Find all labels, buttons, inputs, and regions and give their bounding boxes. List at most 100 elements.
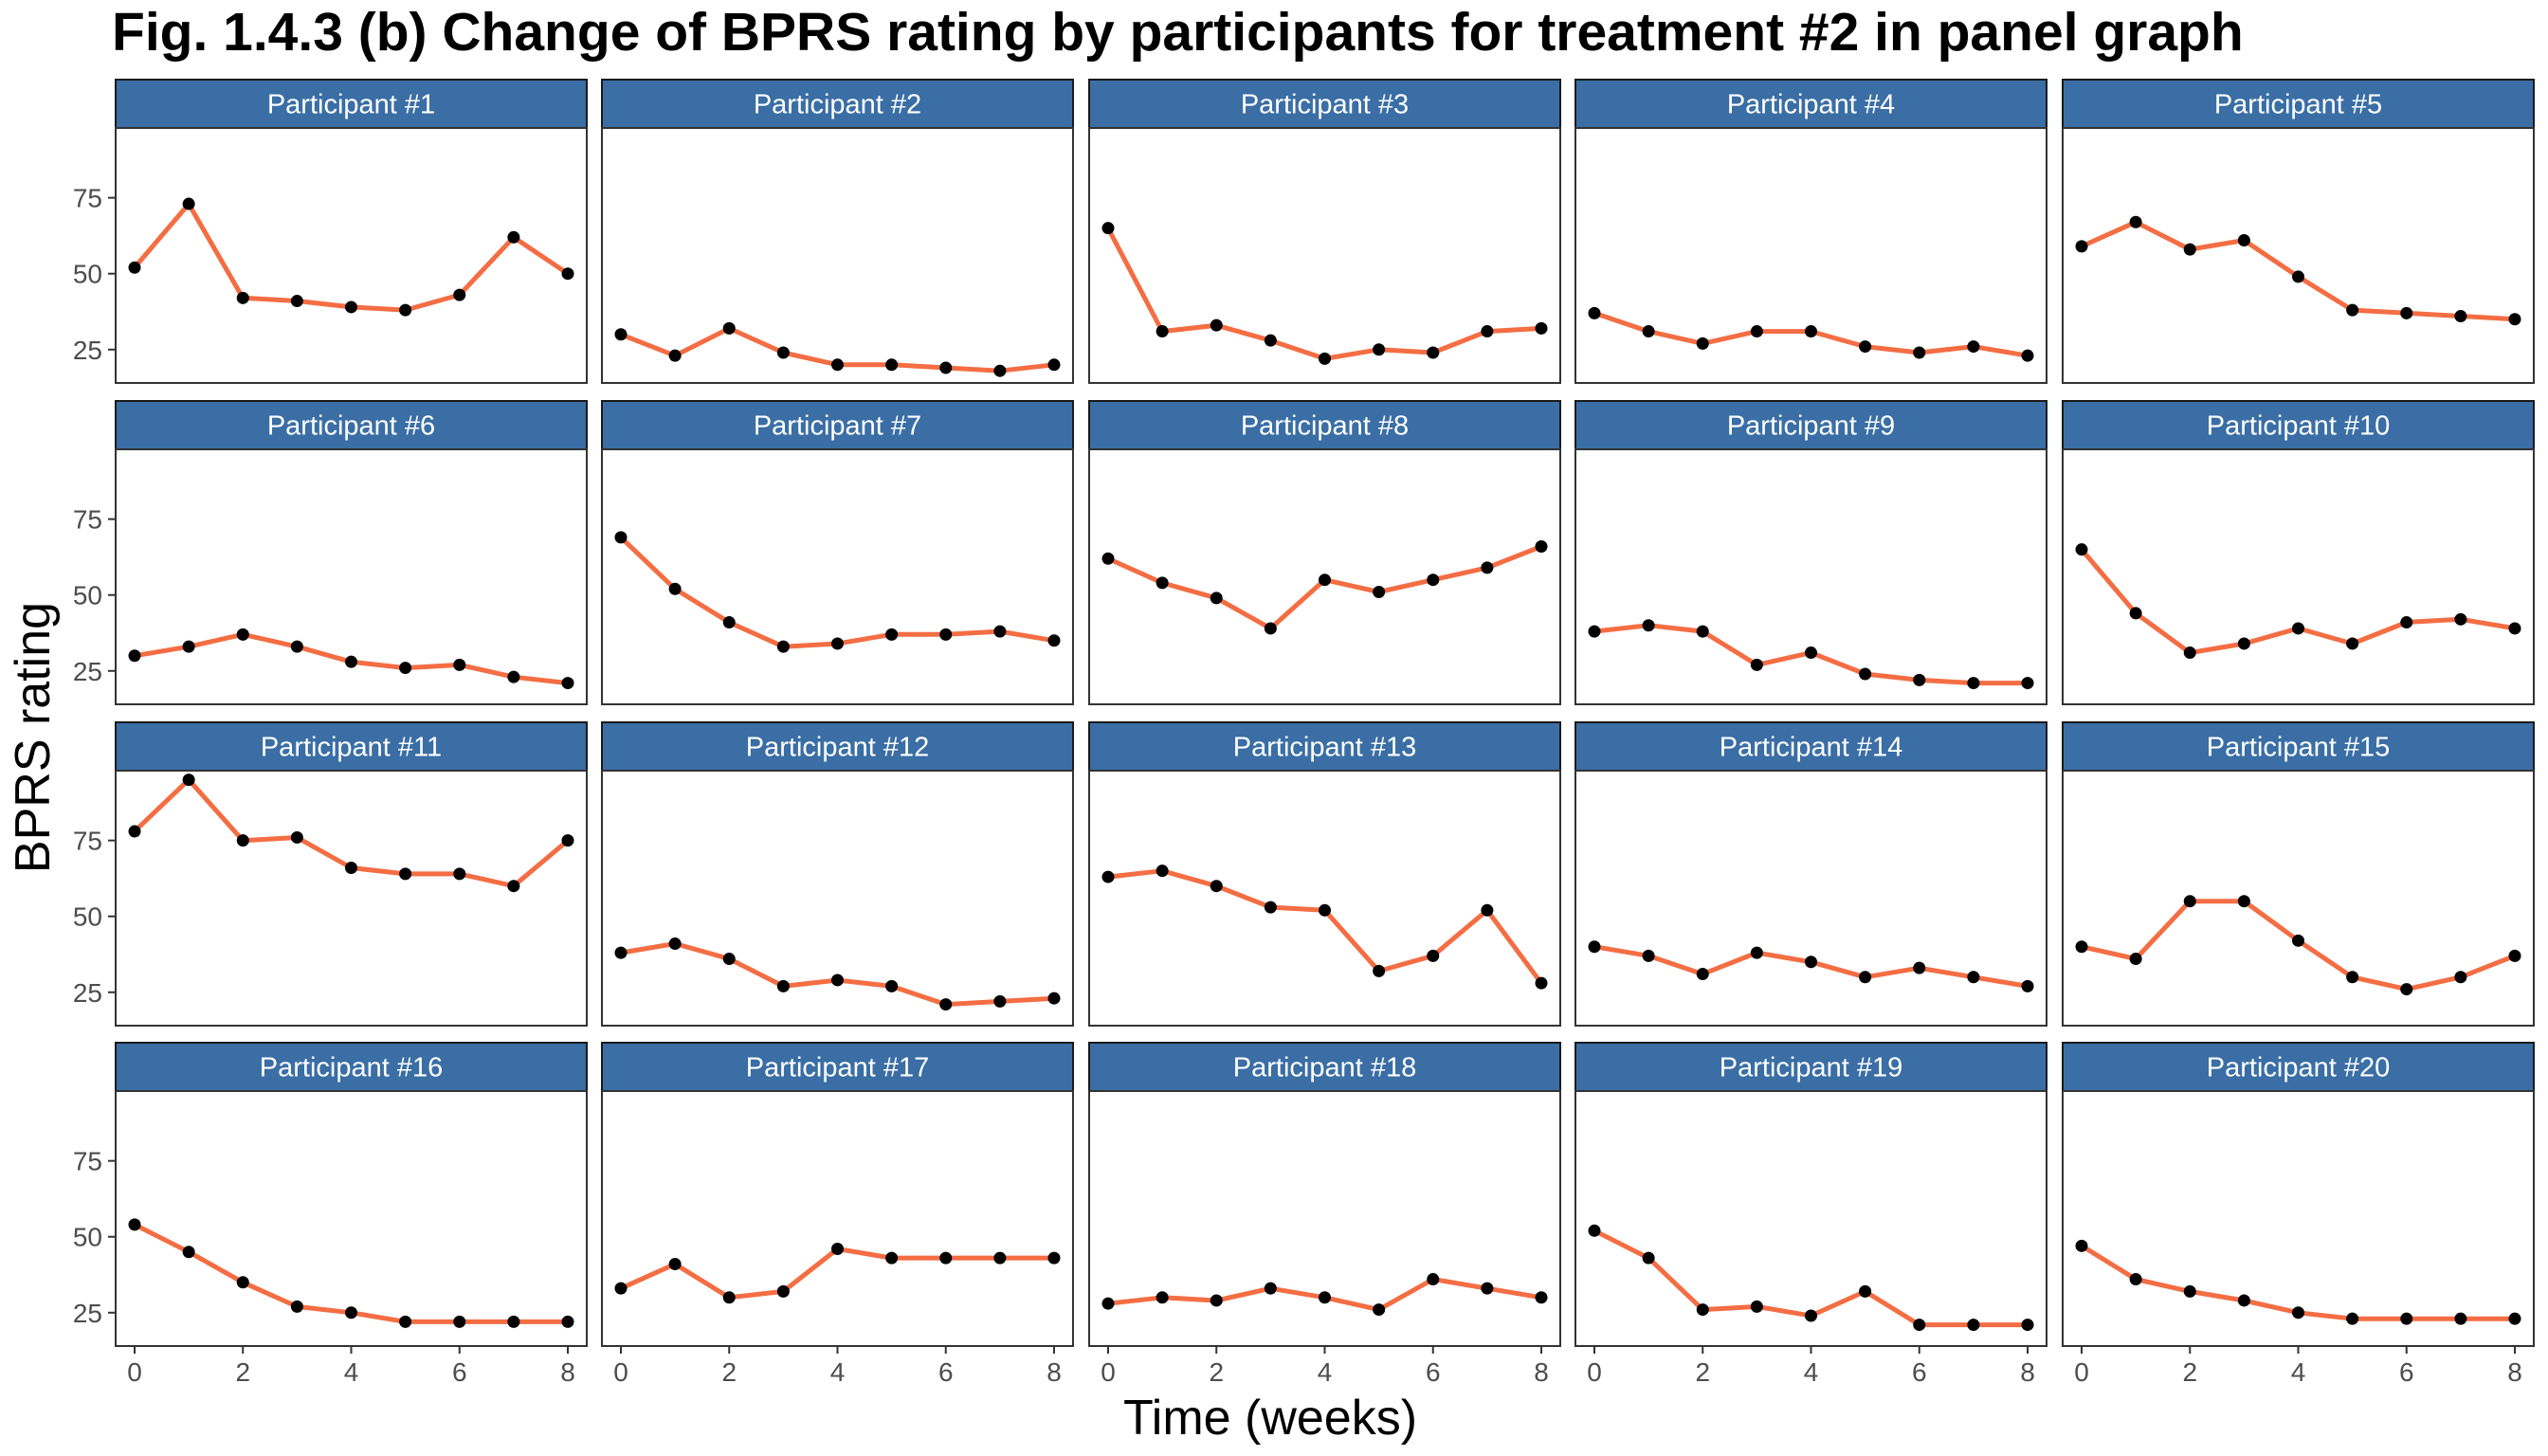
data-point	[1373, 964, 1386, 977]
data-point	[2400, 1312, 2413, 1325]
data-point	[1210, 880, 1223, 893]
data-point	[1967, 1319, 1980, 1332]
facet-panel: Participant #14	[1574, 721, 2048, 1027]
plot-panel	[2062, 770, 2535, 1027]
data-point	[2021, 1319, 2034, 1332]
data-point	[1967, 971, 1980, 984]
data-point	[2292, 622, 2304, 635]
plot-panel	[115, 770, 588, 1027]
data-point	[1642, 949, 1655, 962]
data-point	[2129, 953, 2142, 966]
data-point	[2021, 349, 2034, 362]
y-tick-label: 75	[73, 184, 102, 213]
data-point	[614, 328, 628, 341]
data-point	[1264, 334, 1277, 347]
x-tick-label: 4	[344, 1357, 359, 1387]
x-tick-label: 0	[1101, 1357, 1116, 1387]
data-point	[2292, 270, 2304, 283]
x-tick-label: 2	[721, 1357, 737, 1387]
data-point	[345, 861, 357, 874]
strip-label: Participant #16	[260, 1053, 443, 1083]
data-point	[453, 288, 466, 301]
data-point	[939, 998, 953, 1011]
data-point	[507, 1315, 520, 1328]
data-point	[399, 1315, 412, 1328]
data-point	[1047, 634, 1061, 647]
data-point	[1156, 325, 1169, 338]
facet-panel: Participant #18 0 2 4 6 8	[1088, 1042, 1561, 1387]
strip-label: Participant #10	[2207, 411, 2390, 442]
data-point	[1101, 222, 1115, 235]
data-point	[668, 1258, 682, 1271]
data-point	[1588, 306, 1601, 319]
data-point	[1373, 343, 1386, 356]
strip-label: Participant #8	[1241, 411, 1409, 442]
x-tick-label: 2	[1695, 1357, 1710, 1387]
data-point	[2183, 646, 2196, 660]
data-point	[1913, 961, 1926, 974]
data-point	[2183, 243, 2196, 256]
strip-label: Participant #20	[2207, 1053, 2390, 1083]
strip-label: Participant #6	[267, 411, 435, 442]
data-point	[128, 825, 141, 838]
strip-label: Participant #7	[754, 411, 921, 442]
x-tick-label: 6	[1426, 1357, 1441, 1387]
facet-panel: Participant #7	[601, 400, 1074, 705]
data-point	[722, 616, 736, 629]
data-point	[1481, 1282, 1494, 1295]
data-point	[2129, 215, 2142, 228]
data-point	[182, 1246, 195, 1259]
data-point	[1427, 949, 1440, 962]
strip-label: Participant #19	[1720, 1053, 1902, 1083]
data-point	[1913, 1319, 1926, 1332]
facet-panel: Participant #5	[2062, 79, 2535, 384]
data-point	[939, 1251, 953, 1265]
data-point	[993, 364, 1007, 377]
data-point	[831, 1243, 844, 1256]
data-point	[831, 974, 844, 987]
data-point	[561, 677, 574, 690]
strip-label: Participant #3	[1241, 90, 1409, 120]
strip-header	[115, 79, 588, 129]
data-point	[1047, 358, 1061, 372]
data-point	[939, 361, 953, 374]
facet-panel: Participant #19 0 2 4 6 8	[1574, 1042, 2048, 1387]
data-point	[1913, 673, 1926, 686]
data-point	[290, 830, 303, 844]
strip-label: Participant #12	[746, 733, 929, 763]
data-point	[1642, 619, 1655, 632]
data-point	[1210, 1294, 1223, 1307]
strip-header	[601, 1042, 1074, 1092]
data-point	[1210, 592, 1223, 605]
plot-panel	[1574, 770, 2048, 1027]
strip-header	[2062, 1042, 2535, 1092]
data-point	[2400, 983, 2413, 996]
facet-panel: Participant #16 25 50 75 0 2 4 6 8	[73, 1042, 588, 1387]
y-tick-label: 50	[73, 902, 102, 932]
data-point	[1696, 337, 1709, 350]
data-point	[1859, 971, 1872, 984]
data-point	[1210, 318, 1223, 332]
data-point	[668, 349, 682, 362]
facet-panel: Participant #1 25 50 75	[73, 79, 588, 384]
x-tick-label: 0	[2074, 1357, 2089, 1387]
x-tick-label: 0	[1587, 1357, 1602, 1387]
x-tick-label: 4	[1318, 1357, 1333, 1387]
data-point	[2292, 1306, 2304, 1320]
data-point	[1588, 625, 1601, 638]
data-point	[1264, 1282, 1277, 1295]
facet-panel: Participant #15	[2062, 721, 2535, 1027]
data-point	[2129, 607, 2142, 620]
data-point	[453, 658, 466, 671]
data-point	[831, 358, 844, 372]
plot-panel	[601, 448, 1074, 705]
data-point	[1373, 586, 1386, 599]
data-point	[182, 774, 195, 787]
data-point	[236, 1276, 249, 1289]
data-point	[2075, 240, 2088, 253]
data-point	[1101, 1297, 1115, 1310]
data-point	[453, 867, 466, 881]
x-tick-label: 4	[1804, 1357, 1819, 1387]
data-point	[1588, 940, 1601, 954]
data-point	[182, 197, 195, 210]
